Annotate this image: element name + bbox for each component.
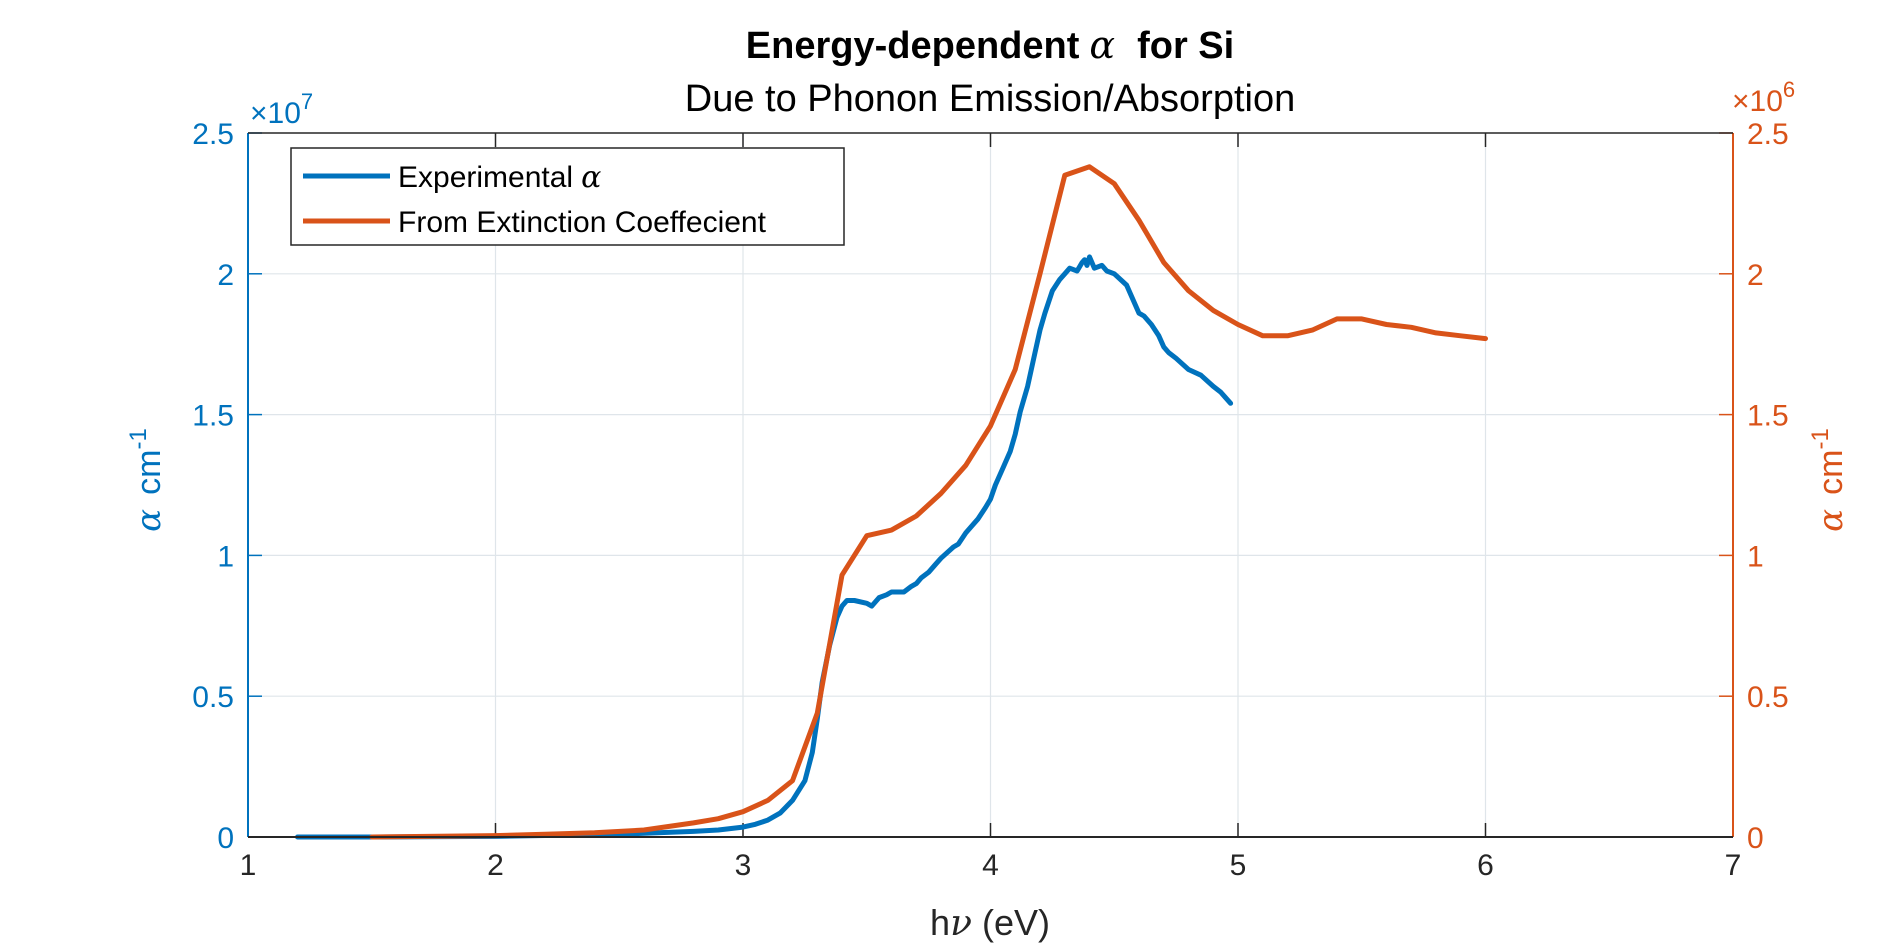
left-y-tick-label: 2 [217, 259, 234, 292]
chart-subtitle: Due to Phonon Emission/Absorption [685, 78, 1295, 120]
left-axis-exponent: ×107 [250, 89, 313, 130]
x-tick-label: 1 [240, 849, 257, 882]
x-axis-label: hν (eV) [930, 902, 1050, 944]
x-tick-label: 2 [487, 849, 504, 882]
x-tick-label: 6 [1477, 849, 1494, 882]
right-y-tick-label: 0.5 [1747, 681, 1789, 714]
x-tick-label: 4 [982, 849, 999, 882]
series-line-experimental [295, 254, 1234, 840]
left-y-tick-label: 1 [217, 540, 234, 573]
grid [248, 133, 1733, 837]
chart-title: Energy-dependent α for Si [746, 23, 1234, 67]
x-tick-label: 7 [1725, 849, 1742, 882]
legend-box [290, 147, 845, 246]
right-y-tick-label: 0 [1747, 822, 1764, 855]
legend-label-extinction: From Extinction Coeffecient [398, 206, 767, 239]
left-axis-label: αcm-1 [125, 428, 169, 532]
right-axis-exponent: ×106 [1732, 77, 1795, 118]
left-y-tick-label: 0.5 [192, 681, 234, 714]
right-y-tick-label: 2 [1747, 259, 1764, 292]
right-y-tick-label: 1 [1747, 540, 1764, 573]
right-y-tick-label: 2.5 [1747, 118, 1789, 151]
x-tick-label: 5 [1230, 849, 1247, 882]
right-axis-label: αcm-1 [1807, 428, 1851, 532]
series-line-extinction [369, 164, 1488, 840]
left-y-tick-label: 0 [217, 822, 234, 855]
series [295, 164, 1488, 840]
legend: Experimental α From Extinction Coeffecien… [290, 147, 845, 246]
ticks: 1 2 3 4 5 6 700.511.522.500.511.522.5 [192, 118, 1788, 882]
right-y-tick-label: 1.5 [1747, 400, 1789, 433]
x-tick-label: 3 [735, 849, 752, 882]
left-y-tick-label: 1.5 [192, 400, 234, 433]
legend-label-experimental: Experimental α [398, 160, 601, 195]
left-y-tick-label: 2.5 [192, 118, 234, 151]
